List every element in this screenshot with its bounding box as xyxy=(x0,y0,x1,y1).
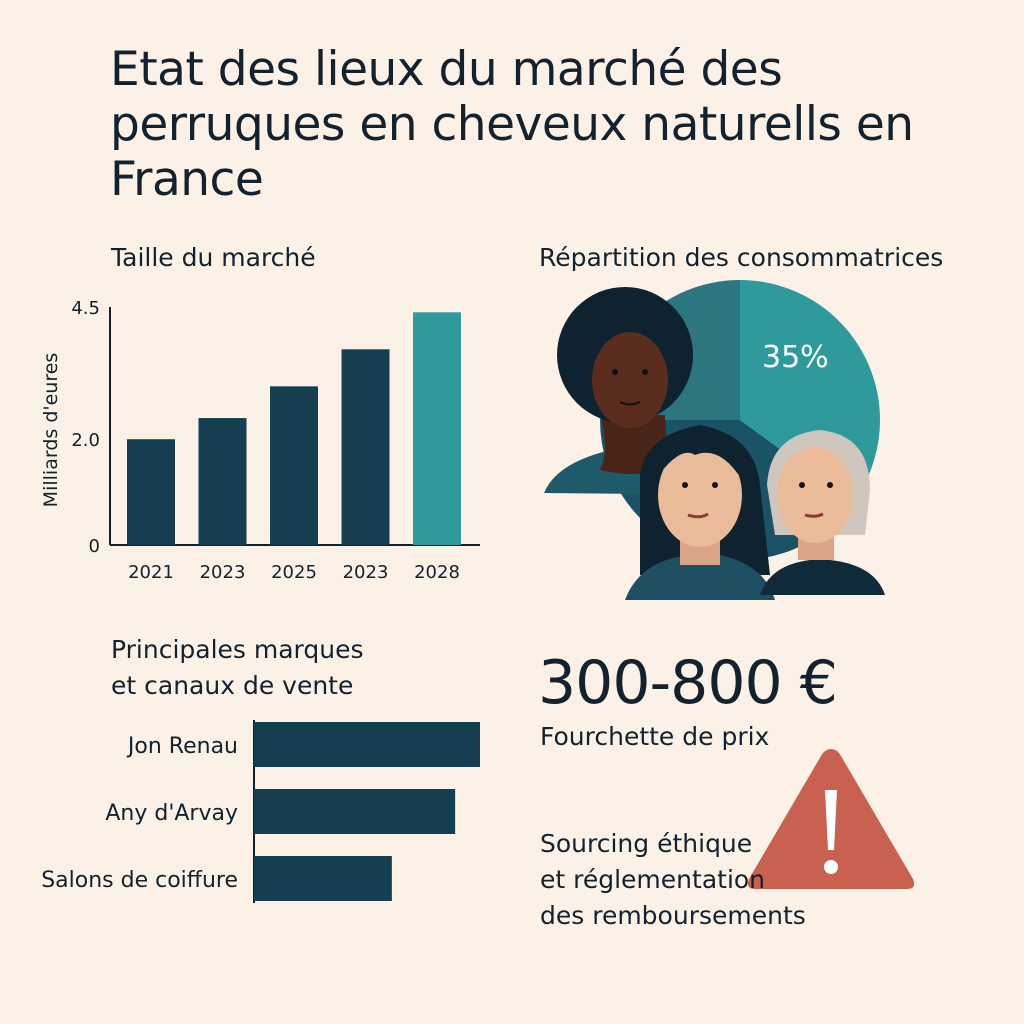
x-tick-label: 2023 xyxy=(343,562,389,583)
category-label: Any d'Arvay xyxy=(105,801,238,826)
brands-heading: Principales marques et canaux de vente xyxy=(111,632,364,704)
bar xyxy=(413,312,461,545)
pie-label: 35% xyxy=(762,340,829,375)
market-heading: Taille du marché xyxy=(111,243,316,272)
brands-bar-chart: Jon Renau Any d'Arvay Salons de coiffure xyxy=(41,720,480,903)
warning-triangle-icon xyxy=(747,749,915,889)
consumers-pie-chart: 35% xyxy=(544,280,885,600)
bar xyxy=(127,439,175,545)
page-title: Etat des lieux du marché des perruques e… xyxy=(110,42,914,207)
y-tick-label: 4.5 xyxy=(71,298,100,319)
market-bar-chart: 0 2.0 4.5 Milliards d'eures 2021 2023 2025 2023… xyxy=(40,298,480,583)
warning-text: Sourcing éthique et réglementation des r… xyxy=(540,826,806,934)
warning-line1: Sourcing éthique xyxy=(540,829,753,858)
category-label: Jon Renau xyxy=(126,734,238,759)
y-axis-label: Milliards d'eures xyxy=(40,353,62,508)
woman-grey-hair-illustration xyxy=(760,430,885,595)
bar xyxy=(254,722,480,767)
bar xyxy=(270,386,318,545)
brands-heading-line2: et canaux de vente xyxy=(111,671,354,700)
bar xyxy=(198,418,247,545)
x-tick-label: 2021 xyxy=(128,562,174,583)
y-tick-label: 2.0 xyxy=(71,430,100,451)
x-tick-label: 2025 xyxy=(271,562,317,583)
price-range: 300-800 € xyxy=(538,648,838,718)
bar xyxy=(254,856,392,901)
price-label: Fourchette de prix xyxy=(540,722,770,751)
bar xyxy=(341,349,390,545)
category-label: Salons de coiffure xyxy=(41,868,238,893)
x-tick-label: 2028 xyxy=(414,562,460,583)
bar xyxy=(254,789,456,834)
brands-heading-line1: Principales marques xyxy=(111,635,364,664)
x-tick-label: 2023 xyxy=(200,562,246,583)
warning-line2: et réglementation xyxy=(540,865,766,894)
consumers-heading: Répartition des consommatrices xyxy=(539,243,944,272)
woman-dark-hair-illustration xyxy=(625,425,775,600)
warning-line3: des remboursements xyxy=(540,901,806,930)
y-tick-label: 0 xyxy=(89,536,100,557)
